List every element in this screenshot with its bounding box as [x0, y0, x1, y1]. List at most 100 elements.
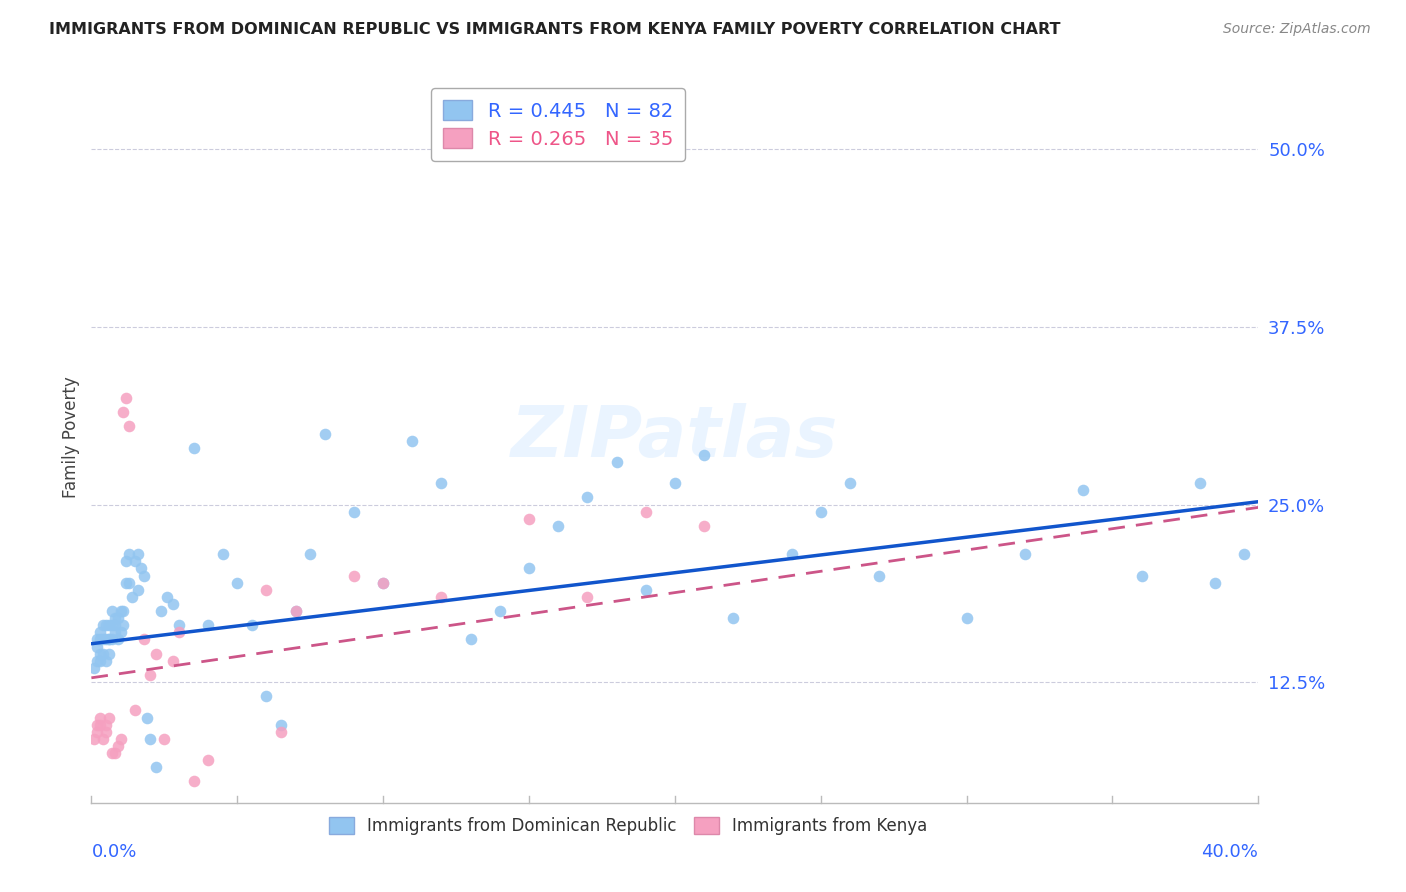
Point: [401, 434, 423, 448]
Point: [138, 668, 162, 682]
Text: 0.0%: 0.0%: [91, 843, 136, 861]
Point: [101, 618, 124, 632]
Point: [634, 505, 657, 519]
Point: [868, 568, 890, 582]
Point: [343, 568, 366, 582]
Point: [129, 561, 152, 575]
Point: [430, 476, 453, 491]
Point: [89, 625, 111, 640]
Point: [112, 405, 135, 419]
Point: [197, 618, 219, 632]
Point: [83, 661, 105, 675]
Point: [101, 746, 124, 760]
Point: [723, 611, 745, 625]
Point: [118, 547, 141, 561]
Point: [91, 618, 114, 632]
Point: [91, 647, 114, 661]
Point: [97, 618, 120, 632]
Point: [91, 632, 114, 647]
Point: [86, 717, 108, 731]
Point: [634, 582, 657, 597]
Point: [101, 604, 124, 618]
Point: [118, 575, 141, 590]
Point: [371, 575, 394, 590]
Point: [86, 724, 108, 739]
Point: [101, 632, 124, 647]
Point: [211, 547, 233, 561]
Point: [89, 654, 111, 668]
Point: [343, 505, 366, 519]
Point: [132, 632, 155, 647]
Point: [810, 505, 832, 519]
Point: [104, 746, 127, 760]
Point: [1014, 547, 1036, 561]
Point: [97, 632, 120, 647]
Text: IMMIGRANTS FROM DOMINICAN REPUBLIC VS IMMIGRANTS FROM KENYA FAMILY POVERTY CORRE: IMMIGRANTS FROM DOMINICAN REPUBLIC VS IM…: [49, 22, 1060, 37]
Point: [693, 519, 716, 533]
Point: [299, 547, 322, 561]
Point: [132, 568, 155, 582]
Point: [156, 590, 179, 604]
Point: [115, 554, 138, 568]
Point: [104, 618, 127, 632]
Point: [110, 604, 132, 618]
Point: [89, 710, 111, 724]
Point: [104, 625, 127, 640]
Point: [183, 441, 205, 455]
Point: [780, 547, 803, 561]
Point: [254, 690, 277, 704]
Point: [112, 618, 135, 632]
Point: [576, 590, 599, 604]
Point: [956, 611, 979, 625]
Point: [86, 640, 108, 654]
Point: [86, 654, 108, 668]
Point: [167, 625, 190, 640]
Point: [153, 731, 176, 746]
Point: [162, 597, 184, 611]
Point: [115, 575, 138, 590]
Point: [183, 774, 205, 789]
Point: [110, 625, 132, 640]
Point: [97, 647, 120, 661]
Point: [89, 632, 111, 647]
Point: [605, 455, 627, 469]
Point: [430, 590, 453, 604]
Point: [124, 554, 146, 568]
Point: [270, 724, 292, 739]
Legend: Immigrants from Dominican Republic, Immigrants from Kenya: Immigrants from Dominican Republic, Immi…: [322, 811, 934, 842]
Point: [576, 491, 599, 505]
Point: [197, 753, 219, 767]
Point: [270, 717, 292, 731]
Point: [97, 632, 120, 647]
Text: Source: ZipAtlas.com: Source: ZipAtlas.com: [1223, 22, 1371, 37]
Point: [1204, 575, 1226, 590]
Point: [167, 618, 190, 632]
Point: [284, 604, 307, 618]
Point: [94, 654, 117, 668]
Point: [145, 760, 167, 774]
Point: [107, 611, 129, 625]
Point: [1073, 483, 1095, 498]
Point: [107, 739, 129, 753]
Point: [1189, 476, 1212, 491]
Point: [127, 582, 149, 597]
Point: [1233, 547, 1256, 561]
Point: [118, 419, 141, 434]
Point: [489, 604, 512, 618]
Point: [115, 391, 138, 405]
Text: 40.0%: 40.0%: [1202, 843, 1258, 861]
Point: [89, 647, 111, 661]
Point: [124, 704, 146, 718]
Point: [284, 604, 307, 618]
Point: [135, 710, 157, 724]
Point: [89, 717, 111, 731]
Point: [517, 512, 540, 526]
Point: [517, 561, 540, 575]
Point: [150, 604, 173, 618]
Point: [371, 575, 394, 590]
Point: [138, 731, 162, 746]
Point: [107, 632, 129, 647]
Point: [94, 618, 117, 632]
Text: ZIPatlas: ZIPatlas: [512, 402, 838, 472]
Point: [86, 632, 108, 647]
